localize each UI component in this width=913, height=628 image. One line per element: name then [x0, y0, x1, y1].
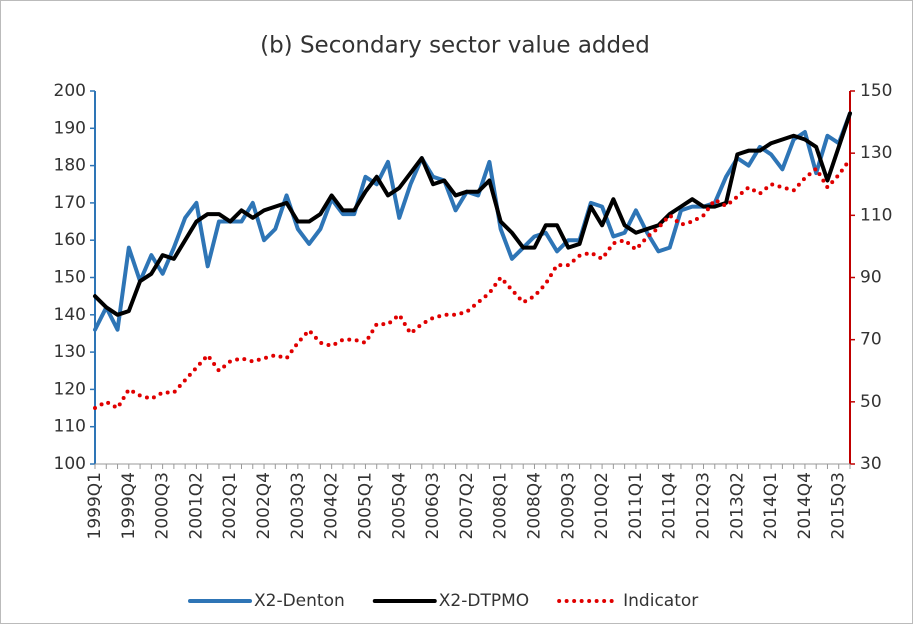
x-tick-label: 2003Q3	[288, 472, 308, 539]
x-tick-label: 2015Q3	[829, 472, 849, 539]
y2-tick-label: 110	[860, 205, 892, 225]
x-tick-label: 2013Q2	[727, 472, 747, 539]
x-tick-label: 2001Q2	[186, 472, 206, 539]
y-tick-label: 170	[54, 193, 86, 213]
y2-tick-label: 130	[860, 143, 892, 163]
x-tick-label: 2008Q4	[524, 472, 544, 539]
legend-label: Indicator	[623, 591, 698, 611]
legend-label: X2-DTPMO	[439, 591, 529, 611]
x-tick-label: 2004Q2	[322, 472, 342, 539]
x-tick-label: 1999Q1	[85, 472, 105, 539]
y2-tick-label: 150	[860, 81, 892, 101]
legend-label: X2-Denton	[254, 591, 345, 611]
x-tick-label: 2009Q3	[558, 472, 578, 539]
y-tick-label: 200	[54, 81, 86, 101]
x-tick-label: 2007Q2	[457, 472, 477, 539]
x-tick-label: 1999Q4	[119, 472, 139, 539]
y2-tick-label: 50	[860, 392, 882, 412]
x-tick-label: 2014Q1	[761, 472, 781, 539]
x-tick-label: 2011Q4	[660, 472, 680, 539]
y2-tick-label: 90	[860, 268, 882, 288]
x-tick-label: 2008Q1	[491, 472, 511, 539]
y2-tick-label: 30	[860, 454, 882, 474]
y-tick-label: 160	[54, 230, 86, 250]
x-tick-label: 2005Q4	[389, 472, 409, 539]
y-tick-label: 140	[54, 305, 86, 325]
y-tick-label: 180	[54, 156, 86, 176]
y-tick-label: 150	[54, 268, 86, 288]
x-tick-label: 2010Q2	[592, 472, 612, 539]
x-tick-label: 2002Q1	[220, 472, 240, 539]
chart-title: (b) Secondary sector value added	[260, 33, 650, 59]
x-tick-label: 2014Q4	[795, 472, 815, 539]
x-tick-label: 2002Q4	[254, 472, 274, 539]
x-tick-label: 2005Q1	[355, 472, 375, 539]
x-tick-label: 2000Q3	[153, 472, 173, 539]
y-tick-label: 190	[54, 118, 86, 138]
y2-tick-label: 70	[860, 330, 882, 350]
x-tick-label: 2011Q1	[626, 472, 646, 539]
x-tick-label: 2012Q3	[694, 472, 714, 539]
y-tick-label: 120	[54, 379, 86, 399]
y-tick-label: 130	[54, 342, 86, 362]
series-line	[93, 157, 852, 411]
y-tick-label: 110	[54, 417, 86, 437]
x-tick-label: 2006Q3	[423, 472, 443, 539]
y-tick-label: 100	[54, 454, 86, 474]
